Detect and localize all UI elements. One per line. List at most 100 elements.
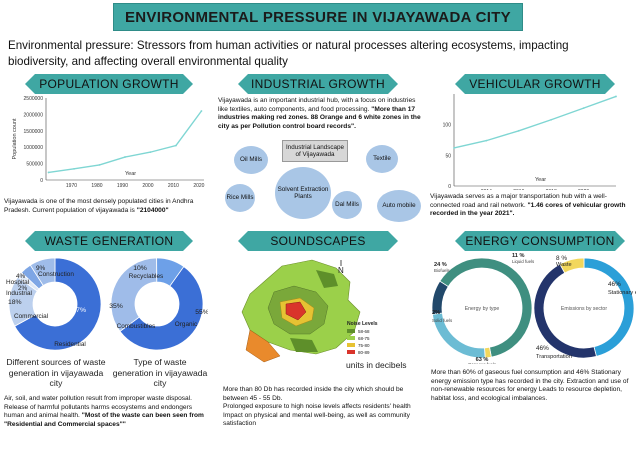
- bubble-automobile: Auto mobile: [377, 190, 421, 222]
- waste-highlight: "Most of the waste can been seen from "R…: [4, 412, 204, 428]
- bubble-rice-mills: Rice Mills: [225, 184, 255, 212]
- data-point: [517, 129, 520, 132]
- section-energy: ENERGY CONSUMPTION: [455, 231, 625, 251]
- slice-waste: [559, 257, 585, 274]
- vehicular-chart: 0501002014201620182020YearGrowth in lakh…: [443, 94, 617, 190]
- waste-caption-sources: Different sources of waste generation in…: [6, 357, 106, 388]
- vehicular-figure: "1.46 cores of vehicular growth recorded…: [430, 201, 626, 218]
- section-population-label: POPULATION GROWTH: [39, 77, 179, 91]
- y-tick-label: 1500000: [24, 129, 44, 135]
- data-point: [582, 107, 585, 110]
- waste-caption-types: Type of waste generation in vijayawada c…: [112, 357, 208, 388]
- slice-label: Biofuels: [434, 268, 450, 273]
- industrial-landscape-box: Industrial Landscape of Vijayawada: [282, 140, 348, 162]
- donut-center-label: Energy by type: [465, 306, 500, 312]
- x-tick-label: 2000: [142, 183, 153, 189]
- energy-text: More than 60% of gaseous fuel consumptio…: [431, 369, 629, 402]
- y-axis-title: Population count: [12, 118, 18, 159]
- section-soundscapes: SOUNDSCAPES: [238, 231, 398, 251]
- section-population: POPULATION GROWTH: [25, 74, 193, 94]
- x-tick-label: 2014: [481, 189, 492, 190]
- series-line: [48, 110, 203, 174]
- energy-type-donut: Energy by type 63 % 2% 24 % 11 % Gaseous fuel…: [431, 253, 534, 364]
- slice-label: Combustibles: [117, 323, 156, 330]
- x-tick-label: 1970: [66, 183, 77, 189]
- population-text: Vijayawada is one of the most densely po…: [4, 198, 208, 215]
- intro-text: Environmental pressure: Stressors from h…: [8, 39, 569, 68]
- slice-value: 46%: [536, 345, 549, 352]
- slice-label: Industrial: [6, 290, 32, 297]
- population-figure: "2104000": [136, 206, 169, 214]
- slice-label: Transportation: [536, 354, 572, 360]
- map-zone-red: [285, 301, 307, 321]
- waste-types-donut: 55% 35% 10% Organic Combustibles Recyclables: [109, 257, 208, 350]
- slice-combustibles: [110, 257, 158, 332]
- bubble-textile: Textile: [366, 145, 398, 173]
- emissions-sector-donut: Emissions by sector 46% 46% 8 % Stationary e…: [533, 255, 636, 360]
- vehicular-text-body: Vijayawada serves as a major transportat…: [430, 193, 607, 209]
- waste-text: Air, soil, and water pollution result fr…: [4, 395, 212, 429]
- map-zone-north: [316, 270, 338, 288]
- section-waste-label: WASTE GENERATION: [44, 234, 174, 248]
- y-tick-label: 2500000: [24, 96, 44, 102]
- x-axis-title: Year: [535, 177, 546, 183]
- slice-construction: [29, 257, 56, 286]
- slice-label: Residential: [54, 341, 86, 348]
- section-industrial: INDUSTRIAL GROWTH: [238, 74, 398, 94]
- slice-label: Construction: [38, 271, 74, 278]
- map-zone-south: [290, 338, 318, 352]
- data-point: [98, 164, 101, 166]
- legend-label-1: 58-68: [358, 329, 370, 334]
- waste-text-body: Air, soil, and water pollution result fr…: [4, 395, 193, 420]
- soundscapes-text: More than 80 Db has recorded inside the …: [223, 386, 411, 428]
- x-tick-label: 2020: [578, 189, 589, 190]
- data-point: [175, 144, 177, 147]
- legend-swatch-4: [347, 350, 355, 354]
- slice-value: 18%: [8, 299, 22, 306]
- x-tick-label: 1980: [91, 183, 102, 189]
- slice-value: 9%: [36, 265, 46, 272]
- section-vehicular-label: VEHICULAR GROWTH: [469, 77, 601, 91]
- slice-label: Stationary energy: [608, 290, 636, 296]
- x-tick-label: 2018: [546, 189, 557, 190]
- x-tick-label: 1990: [117, 183, 128, 189]
- slice-organic: [119, 266, 204, 350]
- industrial-text: Vijayawada is an important industrial hu…: [218, 97, 424, 131]
- slice-value: 67%: [72, 307, 86, 314]
- slice-value: 10%: [133, 265, 147, 272]
- slice-value: 24 %: [434, 262, 447, 268]
- slice-value: 46%: [608, 281, 621, 288]
- y-tick-label: 2000000: [24, 112, 44, 118]
- map-zone-orange: [245, 329, 281, 363]
- slice-label: Recyclables: [129, 273, 163, 280]
- slice-value: 8 %: [556, 255, 567, 262]
- legend-swatch-2: [347, 336, 355, 340]
- slice-value: 4%: [16, 273, 26, 280]
- section-energy-label: ENERGY CONSUMPTION: [465, 234, 615, 248]
- x-tick-label: 2016: [513, 189, 524, 190]
- slice-label: Hospital: [6, 279, 29, 286]
- series-line: [453, 95, 617, 149]
- slice-value: 2%: [432, 310, 440, 316]
- x-tick-label: 2020: [193, 183, 204, 189]
- x-axis-title: Year: [125, 171, 136, 177]
- bubble-dal-mills: Dal Mills: [332, 191, 362, 219]
- industrial-text-body: Vijayawada is an important industrial hu…: [218, 97, 416, 113]
- legend-swatch-3: [347, 343, 355, 347]
- waste-sources-donut: 67% 18% 2% 4% 9% Residential Commercial Industr…: [6, 257, 102, 350]
- data-point: [200, 110, 203, 112]
- data-point: [550, 118, 553, 121]
- slice-residential: [14, 257, 102, 350]
- page-title-bar: ENVIRONMENTAL PRESSURE IN VIJAYAWADA CIT…: [113, 3, 523, 31]
- slice-label: Commercial: [14, 313, 48, 320]
- north-arrow: N: [338, 266, 344, 275]
- slice-label: Liquid fuels: [512, 259, 534, 264]
- y-tick-label: 500000: [26, 162, 43, 168]
- y-tick-label: 100: [443, 123, 452, 129]
- data-point: [47, 171, 50, 174]
- units-label: units in decibels: [346, 360, 406, 370]
- slice-value: 11 %: [512, 253, 524, 259]
- section-waste: WASTE GENERATION: [25, 231, 193, 251]
- slice-value: 2%: [18, 285, 28, 292]
- data-point: [615, 95, 617, 98]
